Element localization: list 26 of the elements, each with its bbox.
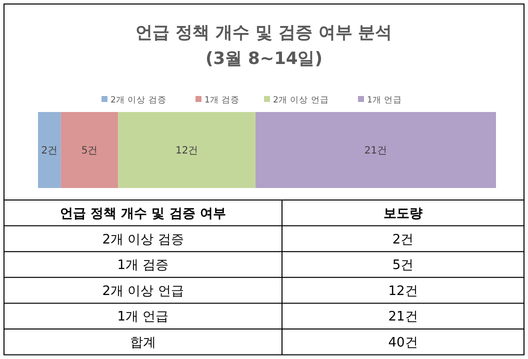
- text: 2건: [392, 232, 414, 248]
- text: 5건: [392, 258, 414, 274]
- text: 21건: [388, 310, 418, 325]
- legend-label: 2개 이상 언급: [273, 96, 329, 106]
- bar: [38, 112, 61, 188]
- chart-subtitle: (3월 8~14일): [205, 49, 323, 69]
- bar: [118, 112, 256, 188]
- chart-title: 언급 정책 개수 및 검증 여부 분석: [136, 23, 392, 43]
- text: 보도량: [384, 206, 422, 222]
- bar: [60, 112, 118, 188]
- text: 2개 이상 언급: [102, 284, 184, 299]
- legend-label: 2개 이상 검증: [110, 96, 166, 106]
- text: 40건: [388, 335, 418, 350]
- text: 2개 이상 검증: [102, 232, 184, 248]
- text: 1개 언급: [117, 310, 169, 325]
- text: 1개 검증: [117, 258, 169, 274]
- legend-label: 1개 언급: [367, 96, 402, 106]
- data-label: 12건: [175, 146, 198, 156]
- data-label: 5건: [81, 146, 98, 156]
- text: 12건: [388, 284, 418, 299]
- data-label: 2건: [41, 146, 58, 156]
- legend-label: 1개 검증: [204, 96, 240, 106]
- text: 언급 정책 개수 및 검증 여부: [60, 206, 226, 222]
- text: 합계: [130, 335, 156, 350]
- bar: [256, 112, 496, 188]
- data-label: 21건: [364, 146, 388, 156]
